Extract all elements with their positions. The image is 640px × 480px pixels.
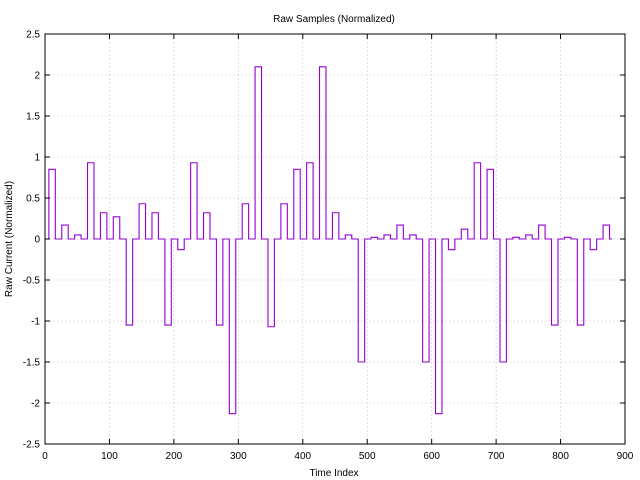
tick-marks xyxy=(44,33,626,445)
x-tick-label: 700 xyxy=(488,451,505,462)
y-tick-label: -2.5 xyxy=(23,440,41,451)
y-tick-label: 2.5 xyxy=(26,30,40,41)
y-axis-label: Raw Current (Normalized) xyxy=(4,181,15,297)
y-tick-label: -1 xyxy=(31,317,40,328)
x-tick-label: 900 xyxy=(617,451,634,462)
x-axis-label: Time Index xyxy=(309,468,358,479)
x-tick-label: 100 xyxy=(101,451,118,462)
y-tick-label: 0 xyxy=(34,235,40,246)
y-tick-label: 1.5 xyxy=(26,112,40,123)
series-line xyxy=(45,66,613,415)
y-tick-label: 1 xyxy=(34,153,40,164)
chart-title: Raw Samples (Normalized) xyxy=(273,14,395,25)
x-tick-label: 200 xyxy=(166,451,183,462)
x-tick-label: 0 xyxy=(42,451,48,462)
y-tick-label: -0.5 xyxy=(23,276,41,287)
y-tick-label: 0.5 xyxy=(26,194,40,205)
series-layer xyxy=(45,66,613,415)
tick-labels: 0 100 200 300 400 500 600 700 800 900 -2.5 -2 -1.5 -1… xyxy=(23,30,634,463)
x-tick-label: 800 xyxy=(552,451,569,462)
y-tick-label: -1.5 xyxy=(23,358,41,369)
x-tick-label: 500 xyxy=(359,451,376,462)
y-tick-label: 2 xyxy=(34,71,40,82)
x-tick-label: 300 xyxy=(230,451,247,462)
y-tick-label: -2 xyxy=(31,399,40,410)
x-tick-label: 400 xyxy=(294,451,311,462)
x-tick-label: 600 xyxy=(423,451,440,462)
